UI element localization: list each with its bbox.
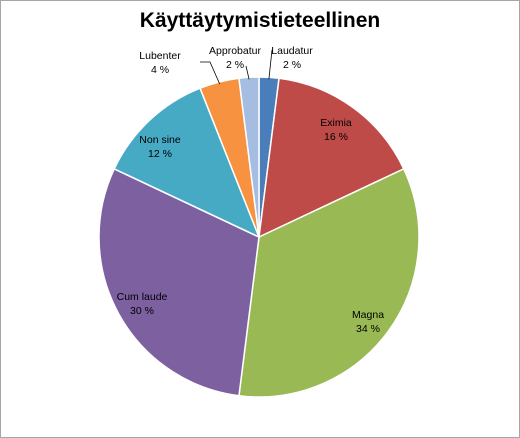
slice-value-label: 2 %	[283, 59, 301, 71]
slice-category-label: Lubenter	[139, 50, 181, 62]
slice-value-label: 4 %	[151, 64, 169, 76]
slice-value-label: 12 %	[148, 148, 172, 160]
slice-value-label: 16 %	[324, 131, 348, 143]
slice-label-laudatur: Laudatur 2 %	[271, 45, 313, 71]
slice-category-label: Laudatur	[271, 45, 313, 57]
leader-line-approbatur	[245, 65, 250, 80]
slice-category-label: Eximia	[320, 117, 352, 129]
leader-line-lubenter	[200, 61, 221, 85]
slice-category-label: Cum laude	[117, 291, 168, 303]
slice-label-cum-laude: Cum laude 30 %	[117, 291, 168, 317]
pie-slice-cum-laude	[98, 167, 260, 397]
slice-value-label: 2 %	[226, 59, 244, 71]
pie-slice-eximia	[258, 77, 405, 239]
slice-category-label: Magna	[352, 309, 384, 321]
chart-title: Käyttäytymistieteellinen	[139, 9, 381, 32]
slice-category-label: Non sine	[139, 134, 181, 146]
slice-label-non-sine: Non sine 12 %	[139, 134, 181, 160]
leader-line-laudatur	[268, 49, 273, 80]
slice-label-lubenter: Lubenter 4 %	[139, 50, 181, 76]
slice-category-label: Approbatur	[209, 45, 261, 57]
pie-slice-non-sine	[113, 87, 261, 239]
slice-value-label: 34 %	[356, 323, 380, 335]
slice-label-eximia: Eximia 16 %	[320, 117, 352, 143]
pie-slice-magna	[238, 167, 420, 398]
slice-label-magna: Magna 34 %	[352, 309, 384, 335]
slice-label-approbatur: Approbatur 2 %	[209, 45, 261, 71]
slice-value-label: 30 %	[130, 305, 154, 317]
